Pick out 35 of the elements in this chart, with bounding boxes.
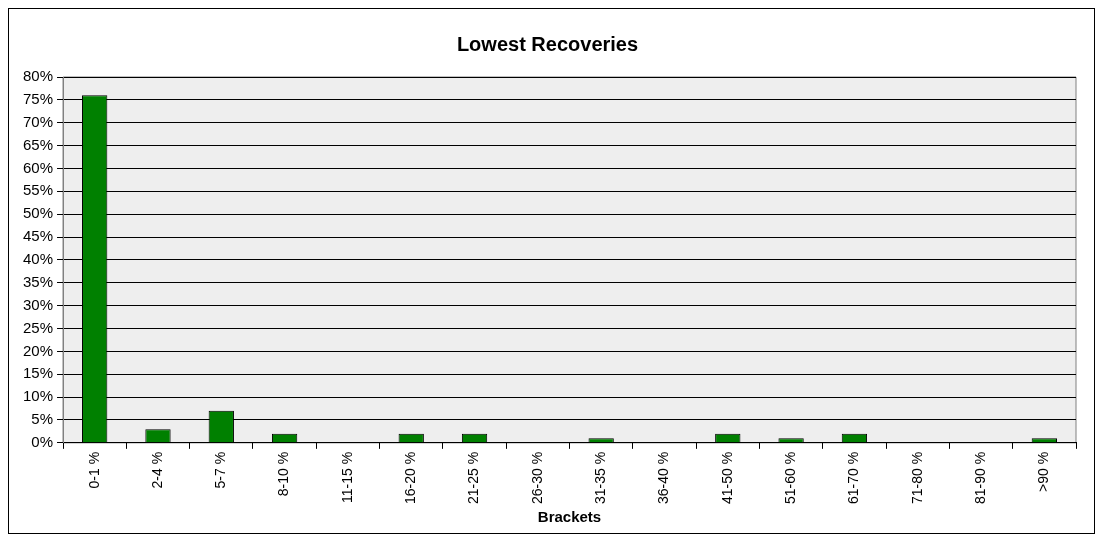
x-tick-label: 81-90 %: [971, 451, 988, 505]
y-tick-label: 20%: [22, 341, 54, 359]
x-axis-title: Brackets: [537, 508, 602, 526]
y-tick-label: 45%: [22, 227, 54, 245]
y-tick-label: 40%: [22, 250, 54, 268]
y-tick-label: 50%: [22, 204, 54, 222]
y-tick-label: 35%: [22, 272, 54, 290]
x-tick-label: 16-20 %: [402, 451, 419, 505]
x-tick-label: 41-50 %: [718, 451, 735, 505]
x-tick-label: 11-15 %: [338, 451, 355, 503]
x-tick-label: 31-35 %: [592, 451, 609, 505]
y-tick-label: 80%: [22, 67, 54, 85]
y-tick-label: 30%: [22, 295, 54, 313]
x-tick-label: 5-7 %: [212, 451, 229, 489]
y-tick-label: 25%: [22, 318, 54, 336]
y-tick-label: 75%: [22, 90, 54, 108]
y-tick-label: 60%: [22, 158, 54, 176]
x-tick-label: 0-1 %: [85, 451, 102, 489]
x-tick-label: 61-70 %: [845, 451, 862, 505]
chart-title: Lowest Recoveries: [456, 32, 639, 55]
x-tick-label: 8-10 %: [275, 451, 292, 497]
y-tick-label: 10%: [22, 387, 54, 405]
x-tick-label: 71-80 %: [908, 451, 925, 505]
y-tick-label: 65%: [22, 135, 54, 153]
x-tick-label: >90 %: [1035, 451, 1052, 492]
y-tick-label: 55%: [22, 181, 54, 199]
y-tick-label: 5%: [31, 410, 54, 428]
x-tick-label: 2-4 %: [148, 451, 165, 489]
y-tick-label: 70%: [22, 112, 54, 130]
x-tick-label: 26-30 %: [528, 451, 545, 505]
x-tick-label: 36-40 %: [655, 451, 672, 505]
y-tick-label: 0%: [31, 433, 54, 450]
y-tick-label: 15%: [22, 364, 54, 382]
x-tick-label: 51-60 %: [781, 451, 798, 505]
x-tick-label: 21-25 %: [465, 451, 482, 505]
